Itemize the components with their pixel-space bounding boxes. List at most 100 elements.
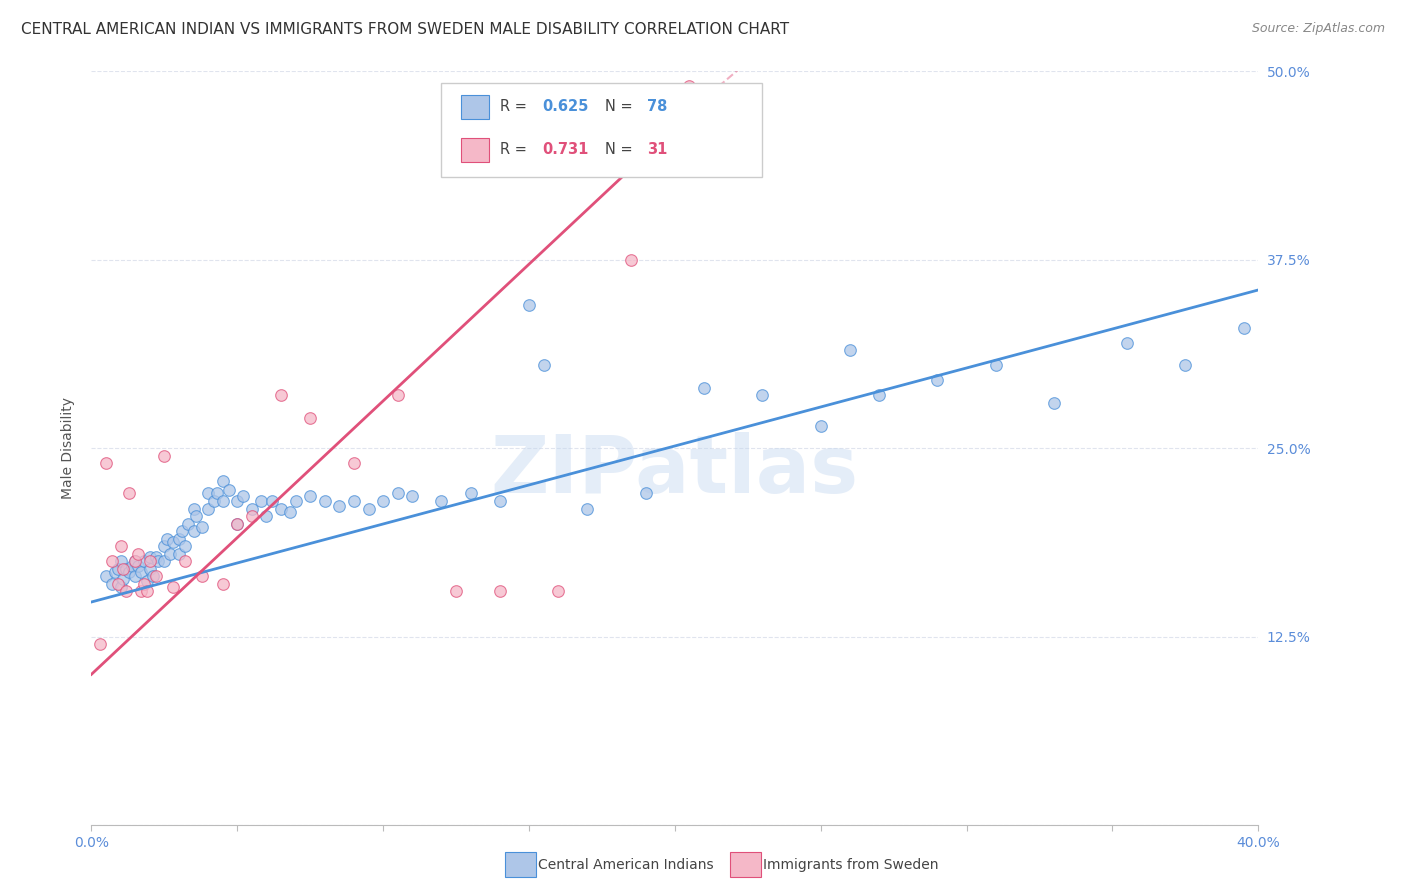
Point [371, 494, 394, 508]
Point [1233, 320, 1256, 334]
Point [162, 580, 184, 594]
FancyBboxPatch shape [461, 95, 489, 119]
Point [810, 418, 832, 433]
Point [156, 532, 179, 546]
Point [299, 490, 322, 504]
Point [547, 584, 569, 599]
Point [148, 554, 170, 568]
Text: R =: R = [501, 99, 531, 114]
Y-axis label: Male Disability: Male Disability [62, 397, 76, 500]
Text: N =: N = [605, 143, 637, 158]
Point [135, 584, 157, 599]
Point [89, 637, 111, 651]
Point [218, 483, 240, 498]
Point [110, 554, 132, 568]
Point [145, 569, 167, 583]
Point [138, 554, 162, 568]
Point [173, 554, 195, 568]
Point [129, 565, 152, 579]
Point [927, 373, 949, 387]
Point [153, 539, 176, 553]
Point [197, 501, 219, 516]
Point [124, 554, 146, 568]
Text: 78: 78 [647, 99, 668, 114]
Point [284, 494, 307, 508]
Point [620, 252, 643, 267]
Point [176, 516, 198, 531]
Point [984, 359, 1007, 373]
Point [112, 562, 135, 576]
Point [135, 574, 157, 588]
Point [94, 456, 117, 470]
Point [153, 554, 176, 568]
Point [104, 565, 127, 579]
Point [1174, 359, 1197, 373]
Point [489, 584, 512, 599]
Point [211, 494, 233, 508]
Point [138, 549, 162, 564]
Point [751, 388, 773, 402]
Text: N =: N = [605, 99, 637, 114]
Text: 31: 31 [647, 143, 668, 158]
Point [357, 501, 380, 516]
Point [343, 494, 366, 508]
Point [167, 547, 190, 561]
Point [115, 584, 138, 599]
Point [142, 569, 165, 583]
Point [167, 532, 190, 546]
Point [101, 577, 124, 591]
FancyBboxPatch shape [441, 83, 762, 177]
Text: CENTRAL AMERICAN INDIAN VS IMMIGRANTS FROM SWEDEN MALE DISABILITY CORRELATION CH: CENTRAL AMERICAN INDIAN VS IMMIGRANTS FR… [21, 22, 789, 37]
Point [170, 524, 193, 538]
Point [159, 547, 181, 561]
Point [186, 509, 208, 524]
Point [226, 516, 249, 531]
Point [118, 486, 141, 500]
Point [240, 509, 263, 524]
Point [121, 558, 143, 573]
Point [132, 577, 155, 591]
Point [489, 494, 512, 508]
Point [278, 504, 301, 518]
Point [240, 501, 263, 516]
Point [145, 549, 167, 564]
Point [1116, 335, 1139, 350]
Text: 0.731: 0.731 [541, 143, 588, 158]
Point [191, 569, 214, 583]
FancyBboxPatch shape [461, 138, 489, 162]
Point [211, 475, 233, 489]
Point [232, 490, 254, 504]
Point [112, 573, 135, 587]
Point [127, 547, 149, 561]
Point [183, 501, 205, 516]
Point [132, 554, 155, 568]
Point [124, 569, 146, 583]
Point [110, 539, 132, 553]
Point [107, 562, 129, 576]
Point [94, 569, 117, 583]
Point [226, 516, 249, 531]
Point [127, 558, 149, 573]
Text: Source: ZipAtlas.com: Source: ZipAtlas.com [1251, 22, 1385, 36]
Point [254, 509, 277, 524]
Point [118, 565, 141, 579]
Point [576, 501, 599, 516]
Point [270, 501, 292, 516]
Point [314, 494, 336, 508]
Point [533, 359, 555, 373]
Point [343, 456, 366, 470]
Point [517, 298, 540, 312]
Point [162, 534, 184, 549]
Point [387, 388, 409, 402]
Point [205, 486, 228, 500]
Point [693, 381, 716, 395]
Text: Central American Indians: Central American Indians [538, 858, 714, 872]
Point [124, 554, 146, 568]
Point [129, 584, 152, 599]
Point [173, 539, 195, 553]
Point [107, 577, 129, 591]
Point [838, 343, 860, 358]
Point [444, 584, 467, 599]
Point [1043, 396, 1066, 410]
Point [138, 562, 162, 576]
